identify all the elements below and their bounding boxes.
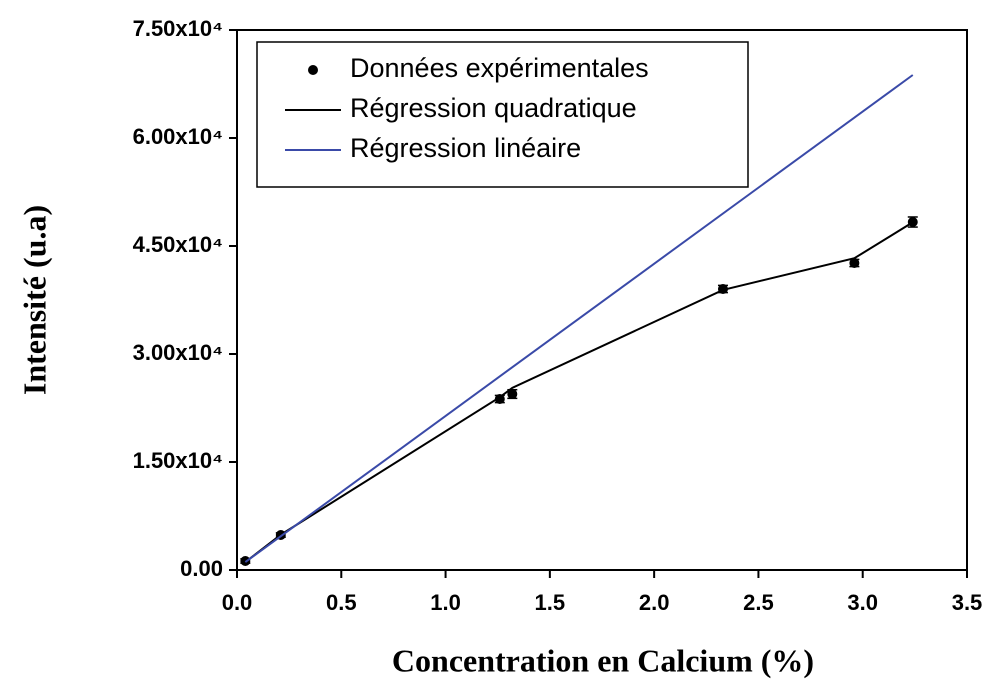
line-series [244, 74, 914, 563]
x-tick-label: 1.0 [430, 590, 461, 615]
x-axis-title: Concentration en Calcium (%) [392, 642, 814, 678]
x-tick-label: 3.5 [952, 590, 983, 615]
line-series [244, 221, 914, 563]
y-axis-title: Intensité (u.a) [16, 205, 52, 395]
legend-label: Données expérimentales [350, 53, 649, 83]
legend-box [256, 41, 749, 188]
data-point [849, 257, 860, 268]
legend-marker [308, 65, 318, 75]
plot-frame [236, 29, 968, 571]
y-tick-label: 4.50x10⁴ [133, 232, 223, 257]
x-tick-label: 3.0 [847, 590, 878, 615]
y-tick-label: 6.00x10⁴ [133, 124, 223, 149]
y-tick-label: 7.50x10⁴ [133, 16, 223, 41]
x-tick-label: 2.0 [639, 590, 670, 615]
x-tick-label: 2.5 [743, 590, 774, 615]
x-tick-label: 0.5 [326, 590, 357, 615]
y-tick-label: 3.00x10⁴ [133, 340, 223, 365]
y-tick-label: 1.50x10⁴ [133, 448, 223, 473]
x-tick-label: 0.0 [222, 590, 253, 615]
legend-label: Régression linéaire [350, 133, 581, 163]
legend-label: Régression quadratique [350, 93, 637, 123]
y-tick-label: 0.00 [180, 556, 223, 581]
data-point [507, 389, 518, 400]
x-tick-label: 1.5 [535, 590, 566, 615]
